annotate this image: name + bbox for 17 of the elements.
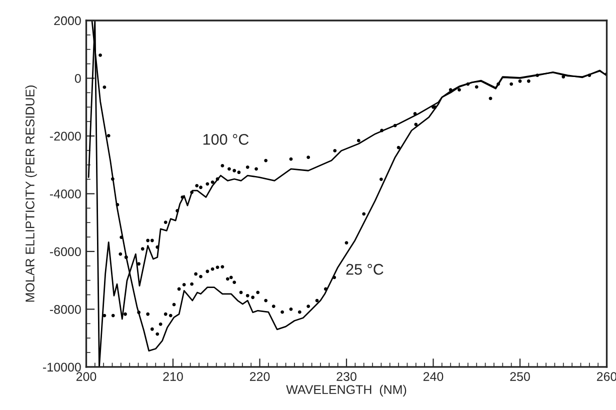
annotation: 25 °C — [346, 264, 384, 275]
x-tick-label: 230 — [336, 372, 356, 381]
x-axis-title: WAVELENGTH (NM) — [286, 384, 406, 396]
y-tick-label: 0 — [74, 74, 81, 83]
y-axis-title: MOLAR ELLIPTICITY (PER RESIDUE) — [25, 86, 37, 302]
y-tick-label: -2000 — [50, 132, 81, 141]
x-tick-label: 200 — [76, 372, 96, 381]
y-tick-label: -4000 — [50, 190, 81, 198]
y-tick-label: 2000 — [54, 16, 81, 26]
x-tick-label: 250 — [510, 372, 530, 381]
y-tick-label: -6000 — [50, 247, 81, 256]
y-tick-label: -8000 — [50, 305, 81, 314]
x-tick-label: 220 — [250, 372, 270, 381]
x-tick-label: 210 — [163, 372, 183, 381]
annotation: 100 °C — [203, 134, 249, 145]
x-tick-label: 240 — [423, 372, 444, 381]
y-tick-label: -10000 — [43, 362, 81, 372]
